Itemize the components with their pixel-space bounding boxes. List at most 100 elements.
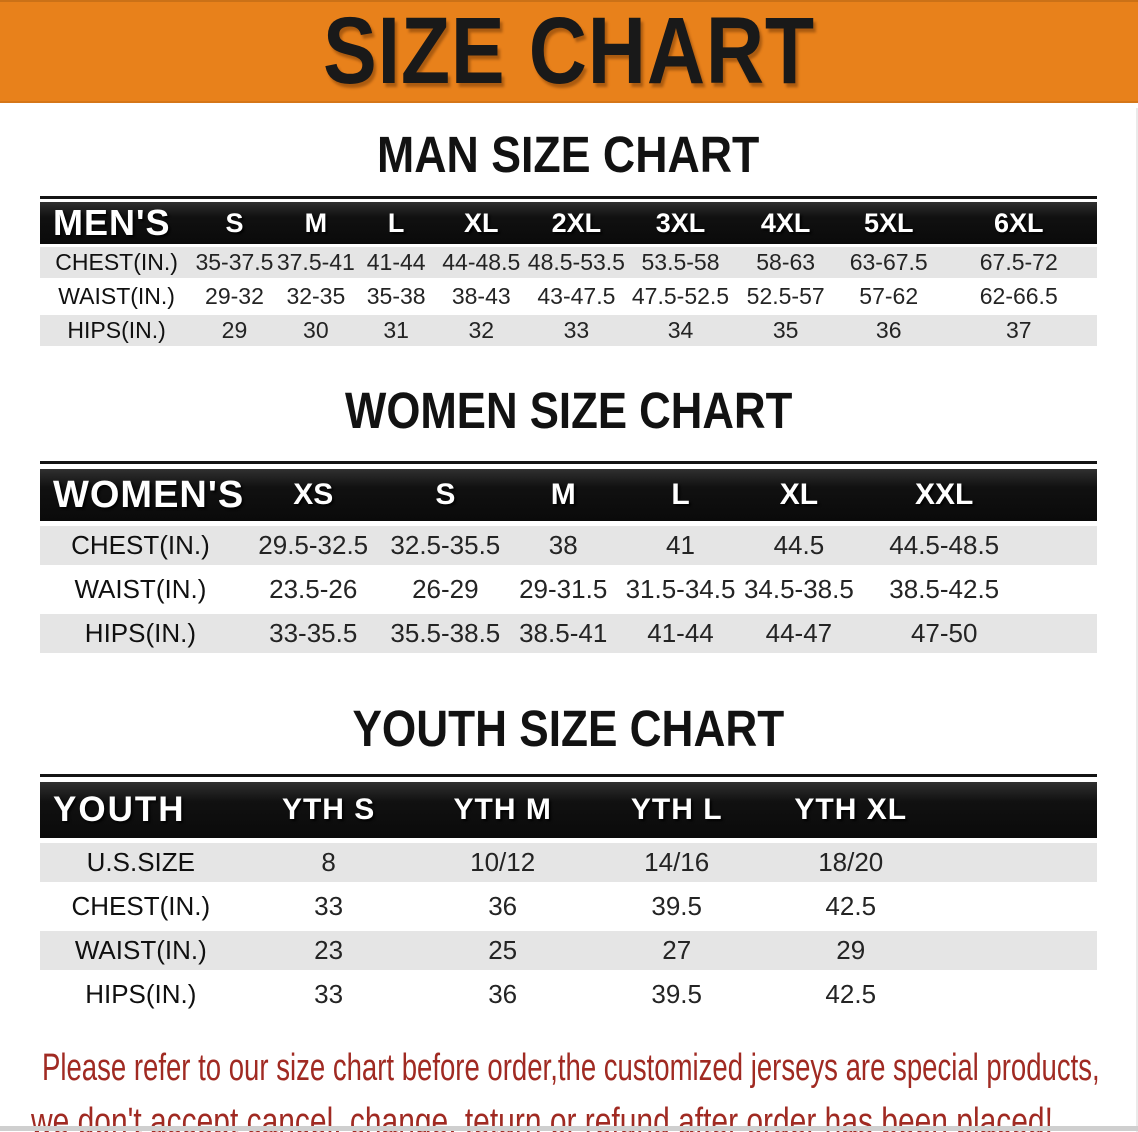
cell-value: 31.5-34.5: [621, 570, 740, 609]
cell-value: 41-44: [356, 247, 437, 278]
table-row: WAIST(IN.) 29-32 32-35 35-38 38-43 43-47.5 47.…: [40, 281, 1097, 312]
cell-value: 35-37.5: [193, 247, 276, 278]
women-size-section: WOMEN SIZE CHART WOMEN'S XS S M L XL XXL CHEST(…: [40, 349, 1097, 658]
youth-size-heading-text: YOUTH SIZE CHART: [352, 700, 785, 757]
column-header: S: [385, 469, 506, 521]
cell-value: 30: [275, 315, 357, 346]
bottom-strip: [0, 1126, 1138, 1131]
cell-value: 36: [415, 887, 590, 926]
cell-value: 29-32: [193, 281, 276, 312]
filler-cell: [1030, 570, 1097, 609]
table-row: WAIST(IN.) 23 25 27 29: [40, 931, 1097, 970]
table-header-row: WOMEN'S XS S M L XL XXL: [40, 469, 1097, 521]
man-size-section: MAN SIZE CHART MEN'S S M L XL 2XL 3XL 4XL 5XL 6XL…: [40, 103, 1097, 349]
cell-value: 32: [436, 315, 527, 346]
banner-title: SIZE CHART: [322, 0, 816, 104]
table-corner-label: MEN'S: [40, 202, 194, 244]
cell-value: 58-63: [734, 247, 837, 278]
row-label: WAIST(IN.): [40, 570, 241, 609]
women-size-table: WOMEN'S XS S M L XL XXL CHEST(IN.) 29.5-32.5 32.5…: [40, 464, 1097, 658]
cell-value: 29.5-32.5: [240, 526, 386, 565]
youth-table-wrap: YOUTH YTH S YTH M YTH L YTH XL U.S.SIZE 8 10/12…: [40, 774, 1097, 1019]
column-header: 4XL: [734, 202, 837, 244]
women-table-wrap: WOMEN'S XS S M L XL XXL CHEST(IN.) 29.5-32.5 32.5…: [40, 461, 1097, 658]
column-header: M: [275, 202, 357, 244]
cell-value: 14/16: [589, 843, 764, 882]
youth-size-heading: YOUTH SIZE CHART: [40, 658, 1097, 774]
cell-value: 37.5-41: [275, 247, 357, 278]
column-header: XS: [240, 469, 386, 521]
cell-value: 38.5-41: [505, 614, 622, 653]
row-label: CHEST(IN.): [40, 247, 194, 278]
table-row: HIPS(IN.) 33-35.5 35.5-38.5 38.5-41 41-44 44-…: [40, 614, 1097, 653]
row-label: CHEST(IN.): [40, 526, 241, 565]
column-header: L: [356, 202, 437, 244]
cell-value: 18/20: [763, 843, 938, 882]
cell-value: 42.5: [763, 887, 938, 926]
cell-value: 63-67.5: [836, 247, 941, 278]
order-notice-line-1-text: Please refer to our size chart before or…: [42, 1047, 1100, 1089]
banner: SIZE CHART: [0, 0, 1138, 103]
cell-value: 67.5-72: [940, 247, 1097, 278]
man-size-heading-text: MAN SIZE CHART: [377, 126, 760, 183]
column-header: YTH XL: [763, 782, 938, 838]
youth-size-section: YOUTH SIZE CHART YOUTH YTH S YTH M YTH L YTH…: [40, 658, 1097, 1019]
row-label: WAIST(IN.): [40, 931, 242, 970]
table-row: CHEST(IN.) 29.5-32.5 32.5-35.5 38 41 44.5 44.5…: [40, 526, 1097, 565]
cell-value: 31: [356, 315, 437, 346]
cell-value: 33: [526, 315, 627, 346]
cell-value: 44.5-48.5: [858, 526, 1031, 565]
youth-size-table: YOUTH YTH S YTH M YTH L YTH XL U.S.SIZE 8 10/12…: [40, 777, 1097, 1019]
filler-cell: [1030, 614, 1097, 653]
cell-value: 23: [241, 931, 416, 970]
cell-value: 39.5: [589, 887, 764, 926]
cell-value: 27: [589, 931, 764, 970]
cell-value: 47.5-52.5: [626, 281, 735, 312]
right-edge-line: [1136, 108, 1138, 1132]
column-header: L: [621, 469, 740, 521]
cell-value: 43-47.5: [526, 281, 627, 312]
cell-value: 52.5-57: [734, 281, 837, 312]
cell-value: 35: [734, 315, 837, 346]
cell-value: 38: [505, 526, 622, 565]
row-label: HIPS(IN.): [40, 975, 242, 1014]
column-header: XL: [739, 469, 859, 521]
filler-cell: [1030, 469, 1097, 521]
cell-value: 33: [241, 887, 416, 926]
cell-value: 25: [415, 931, 590, 970]
cell-value: 38.5-42.5: [858, 570, 1031, 609]
row-label: U.S.SIZE: [40, 843, 242, 882]
filler-cell: [937, 843, 1097, 882]
cell-value: 32-35: [275, 281, 357, 312]
cell-value: 39.5: [589, 975, 764, 1014]
table-row: U.S.SIZE 8 10/12 14/16 18/20: [40, 843, 1097, 882]
man-size-heading: MAN SIZE CHART: [40, 103, 1097, 196]
cell-value: 23.5-26: [240, 570, 386, 609]
cell-value: 33: [241, 975, 416, 1014]
man-table-wrap: MEN'S S M L XL 2XL 3XL 4XL 5XL 6XL CHEST(IN.) 35-37…: [40, 196, 1097, 349]
cell-value: 62-66.5: [940, 281, 1097, 312]
cell-value: 36: [415, 975, 590, 1014]
column-header: 6XL: [940, 202, 1097, 244]
cell-value: 29: [763, 931, 938, 970]
column-header: 3XL: [626, 202, 735, 244]
table-row: HIPS(IN.) 29 30 31 32 33 34 35 36 37: [40, 315, 1097, 346]
cell-value: 29-31.5: [505, 570, 622, 609]
cell-value: 48.5-53.5: [526, 247, 627, 278]
cell-value: 34.5-38.5: [739, 570, 859, 609]
column-header: XL: [436, 202, 527, 244]
women-size-heading: WOMEN SIZE CHART: [40, 349, 1097, 461]
column-header: YTH M: [415, 782, 590, 838]
cell-value: 34: [626, 315, 735, 346]
column-header: YTH L: [589, 782, 764, 838]
cell-value: 53.5-58: [626, 247, 735, 278]
table-header-row: YOUTH YTH S YTH M YTH L YTH XL: [40, 782, 1097, 838]
table-corner-label: YOUTH: [40, 782, 242, 838]
row-label: HIPS(IN.): [40, 614, 241, 653]
cell-value: 44.5: [739, 526, 859, 565]
cell-value: 37: [940, 315, 1097, 346]
cell-value: 35-38: [356, 281, 437, 312]
women-size-heading-text: WOMEN SIZE CHART: [344, 382, 793, 439]
order-notice-line-1: Please refer to our size chart before or…: [31, 1045, 1138, 1099]
